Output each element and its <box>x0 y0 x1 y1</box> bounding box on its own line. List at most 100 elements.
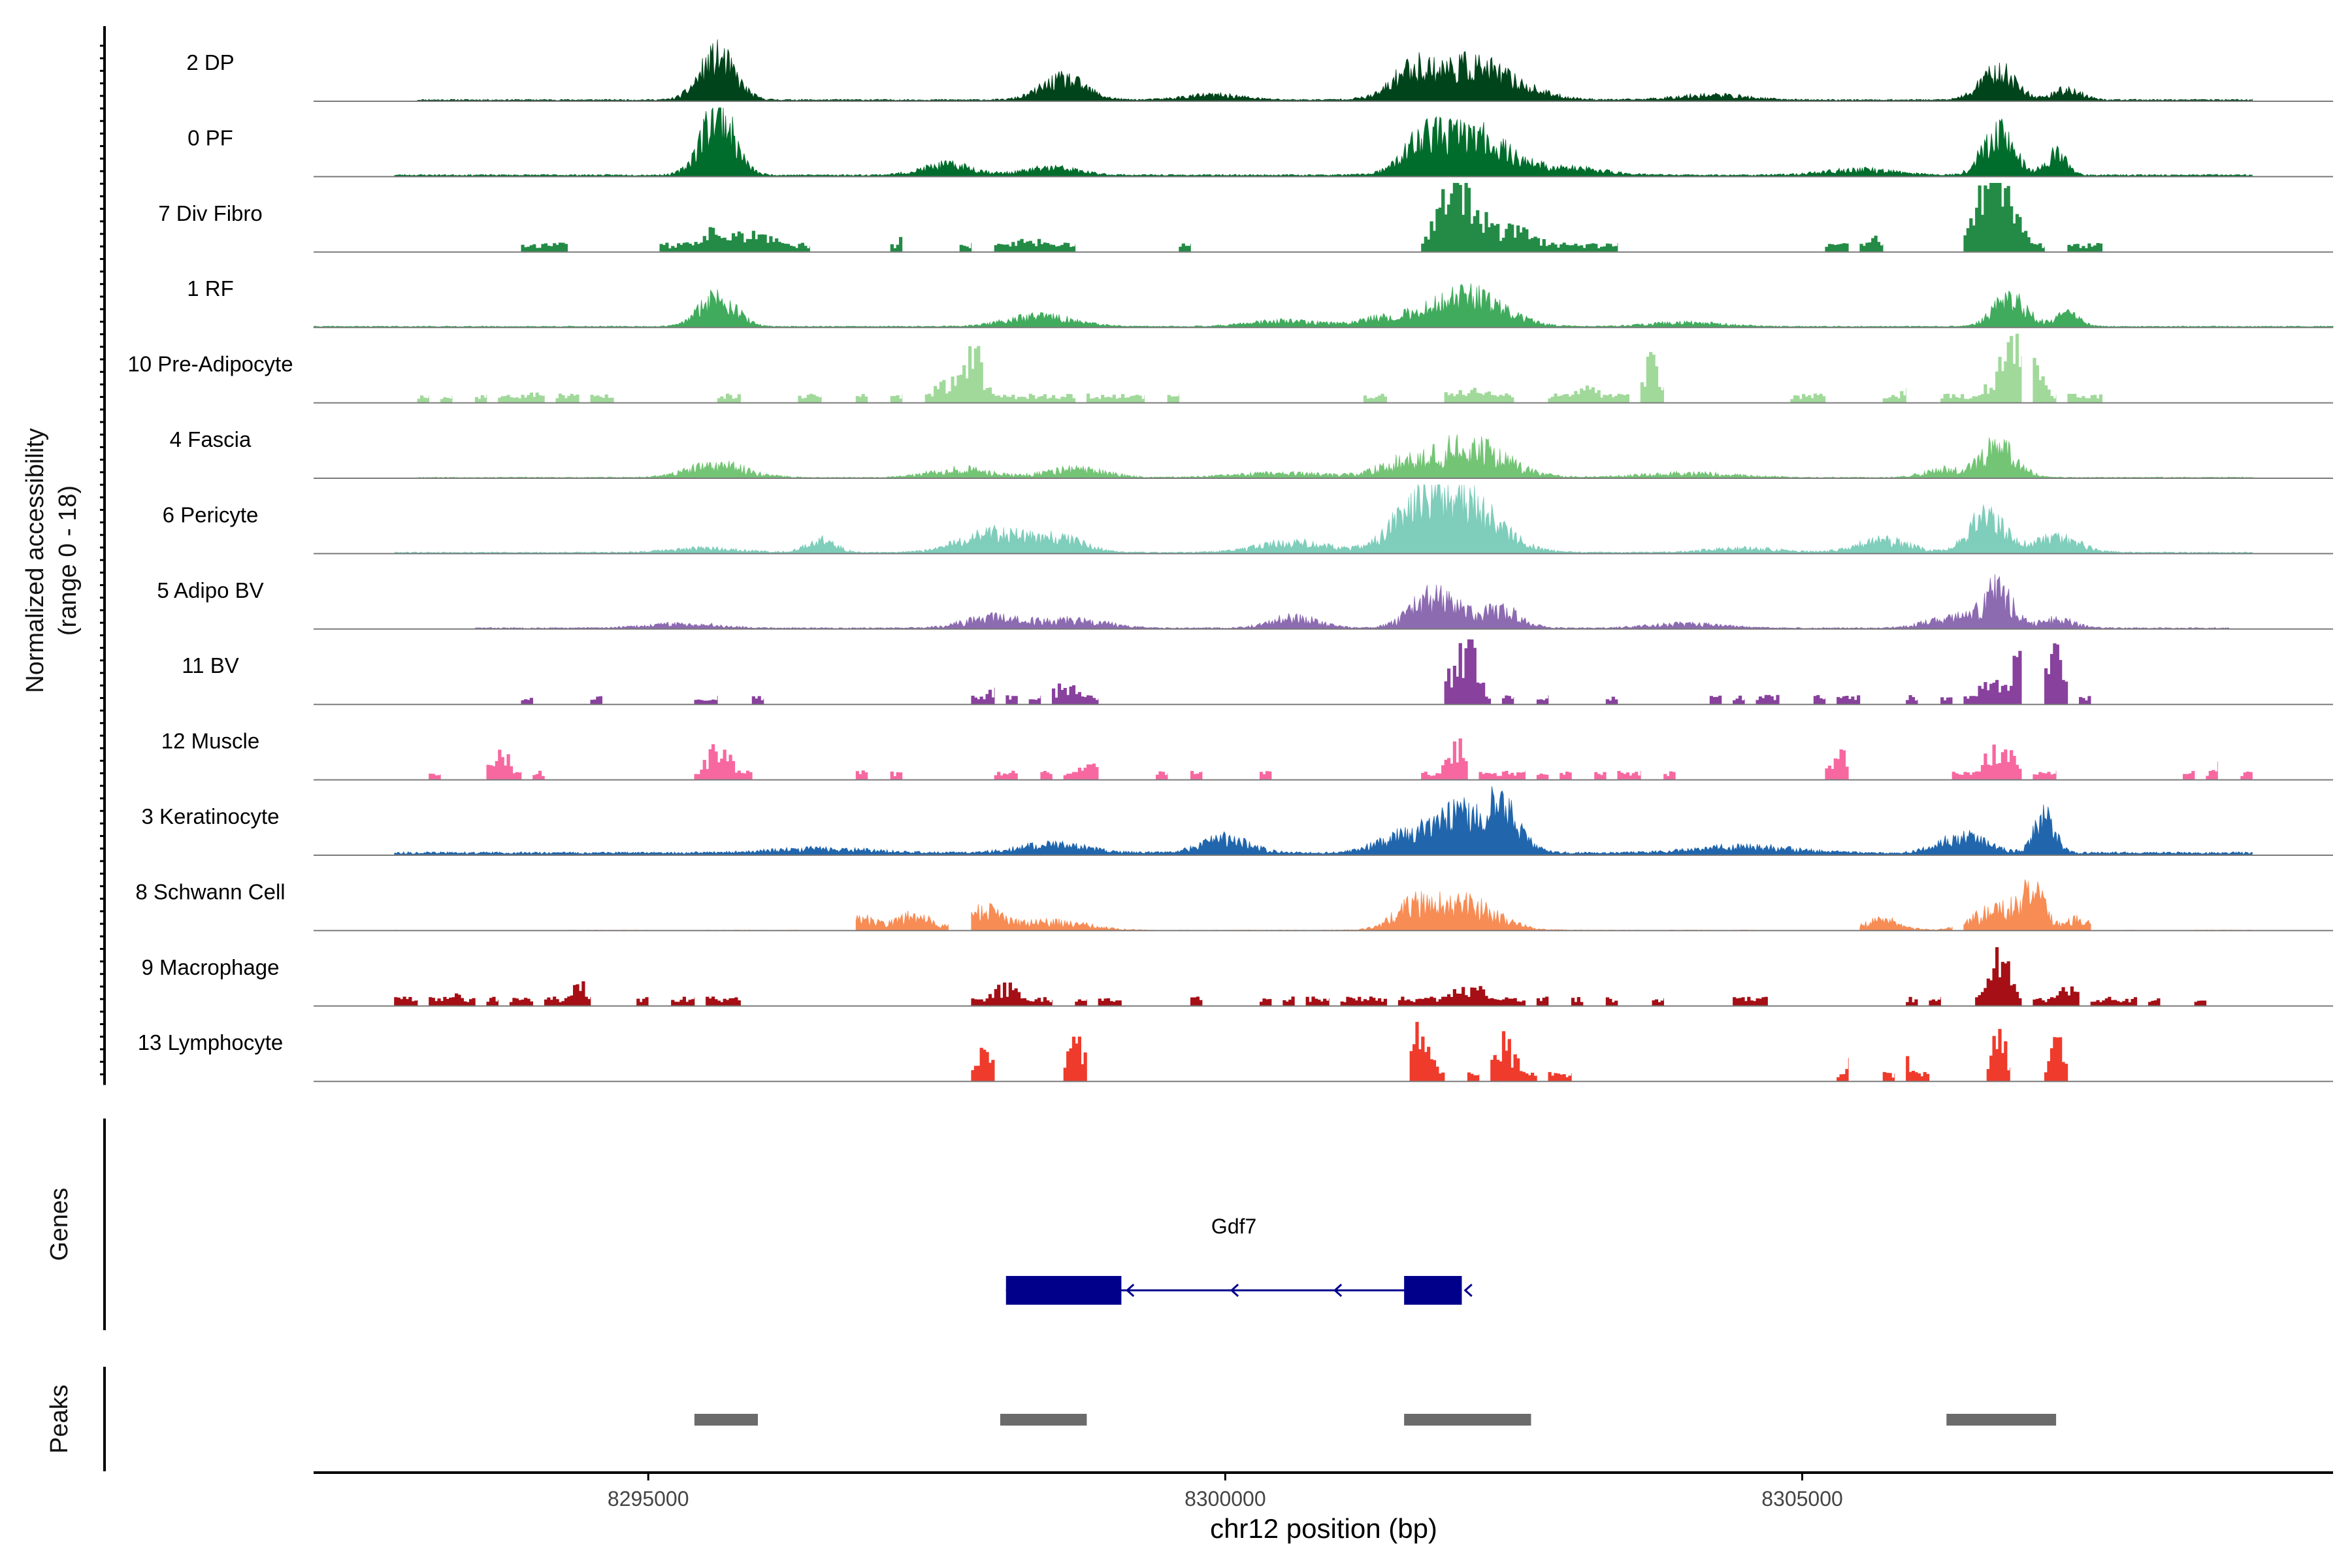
accessibility-area <box>1190 771 1203 780</box>
peak-region <box>1946 1414 2057 1426</box>
peaks-panel: Peaks <box>46 1367 2057 1471</box>
accessibility-area <box>1882 1071 1895 1082</box>
gene-name-label: Gdf7 <box>1211 1215 1256 1238</box>
accessibility-area <box>1282 996 1295 1007</box>
track-6-pericyte: 6 Pericyte <box>163 483 2333 555</box>
accessibility-area <box>798 393 822 403</box>
accessibility-area <box>1571 997 1584 1007</box>
strand-arrow <box>1333 1283 1343 1298</box>
strand-arrow <box>1230 1283 1239 1298</box>
accessibility-area <box>532 770 545 780</box>
track-label: 12 Muscle <box>161 729 259 753</box>
accessibility-area <box>1790 393 1826 403</box>
accessibility-area <box>1882 388 1906 403</box>
accessibility-area <box>1397 986 1526 1007</box>
accessibility-area <box>1305 996 1330 1007</box>
accessibility-area <box>429 774 441 780</box>
accessibility-area <box>1444 639 1491 705</box>
accessibility-area <box>1963 879 2091 931</box>
accessibility-area <box>1536 695 1549 705</box>
accessibility-area <box>1975 947 2022 1007</box>
accessibility-area <box>1063 763 1099 780</box>
accessibility-area <box>2079 696 2091 705</box>
track-0-pf: 0 PF <box>188 107 2333 178</box>
x-tick-label: 8300000 <box>1184 1487 1266 1511</box>
accessibility-area <box>1028 695 1041 705</box>
accessibility-area <box>971 982 1053 1007</box>
accessibility-area <box>855 770 868 780</box>
track-label: 11 BV <box>182 653 238 678</box>
track-9-macrophage: 9 Macrophage <box>142 947 2333 1007</box>
strand-arrow <box>1125 1283 1135 1298</box>
accessibility-area <box>751 696 764 705</box>
accessibility-area <box>1156 771 1168 780</box>
peak-region <box>694 1414 759 1426</box>
track-label: 7 Div Fibro <box>158 201 263 225</box>
accessibility-area <box>855 911 949 931</box>
accessibility-area <box>474 394 487 403</box>
track-13-lymphocyte: 13 Lymphocyte <box>138 1022 2333 1083</box>
accessibility-area <box>394 483 2253 554</box>
accessibility-area <box>2067 393 2103 403</box>
accessibility-area <box>486 996 498 1007</box>
accessibility-area <box>394 107 2253 177</box>
accessibility-area <box>313 283 2334 328</box>
accessibility-area <box>440 395 453 403</box>
accessibility-area <box>2206 761 2218 780</box>
accessibility-area <box>1605 696 1618 705</box>
accessibility-area <box>521 698 533 705</box>
track-label: 3 Keratinocyte <box>142 804 280 828</box>
accessibility-area <box>1548 385 1629 403</box>
accessibility-area <box>394 996 418 1007</box>
track-label: 5 Adipo BV <box>157 578 263 602</box>
accessibility-area <box>1548 1071 1572 1082</box>
accessibility-area <box>1490 1031 1537 1082</box>
accessibility-area <box>890 237 903 253</box>
peak-region <box>1404 1414 1531 1426</box>
accessibility-area <box>671 996 695 1007</box>
accessibility-area <box>924 346 1076 403</box>
accessibility-area <box>1825 243 1849 253</box>
accessibility-area <box>971 903 1156 931</box>
accessibility-area <box>1837 1058 1849 1082</box>
track-label: 6 Pericyte <box>163 502 259 527</box>
accessibility-area <box>694 744 753 780</box>
track-5-adipo-bv: 5 Adipo BV <box>157 574 2333 630</box>
accessibility-area <box>1652 998 1664 1007</box>
track-11-bv: 11 BV <box>182 639 2333 706</box>
accessibility-area <box>1952 744 2022 780</box>
accessibility-area <box>1906 695 1918 705</box>
accessibility-area <box>2240 772 2253 780</box>
accessibility-tracks: 2 DP 0 PF 7 Div Fibro 1 RF 10 Pre-Adipocyte 4… <box>127 39 2334 1083</box>
accessibility-area <box>1063 1036 1087 1082</box>
accessibility-area <box>555 393 580 403</box>
track-3-keratinocyte: 3 Keratinocyte <box>142 786 2333 856</box>
accessibility-area <box>590 394 614 403</box>
accessibility-area <box>1756 694 1780 705</box>
accessibility-area <box>1733 996 1768 1007</box>
accessibility-area <box>694 696 718 705</box>
accessibility-area <box>1478 770 1526 780</box>
accessibility-area <box>1560 772 1572 780</box>
accessibility-area <box>890 395 903 403</box>
accessibility-area <box>1363 393 1387 403</box>
accessibility-area <box>1317 891 1641 931</box>
accessibility-area <box>1859 916 1953 931</box>
peak-regions <box>694 1414 2057 1426</box>
accessibility-area <box>1813 694 1826 705</box>
accessibility-area <box>1467 1072 1480 1082</box>
accessibility-area <box>1825 749 1849 780</box>
accessibility-area <box>1501 695 1514 705</box>
accessibility-area <box>1167 394 1180 403</box>
accessibility-area <box>994 770 1018 780</box>
track-label: 8 Schwann Cell <box>135 879 285 904</box>
accessibility-area <box>590 696 602 705</box>
accessibility-area <box>521 242 568 253</box>
accessibility-area <box>1640 351 1664 403</box>
track-8-schwann-cell: 8 Schwann Cell <box>135 879 2333 932</box>
accessibility-area <box>2033 357 2057 403</box>
accessibility-area <box>2183 771 2195 780</box>
accessibility-area <box>1260 998 1272 1007</box>
x-axis: 8295000 8300000 8305000 chr12 position (bp… <box>314 1471 2333 1544</box>
